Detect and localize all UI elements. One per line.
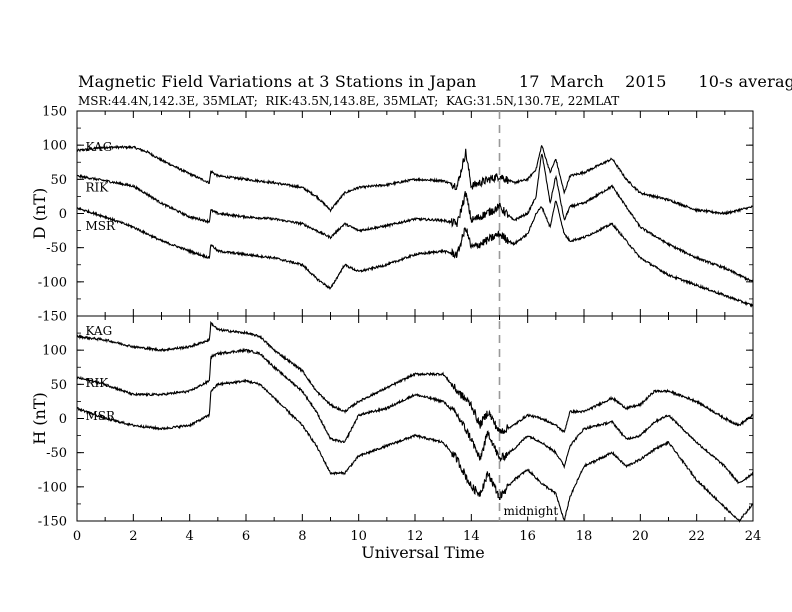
y-tick-label: 0: [59, 207, 67, 222]
series-label-kag: KAG: [85, 324, 112, 338]
x-tick-label: 18: [576, 529, 593, 544]
x-tick-label: 8: [298, 529, 306, 544]
y-tick-label: 50: [50, 378, 67, 393]
series-label-kag: KAG: [85, 140, 112, 154]
x-tick-label: 0: [73, 529, 81, 544]
y-tick-label: -100: [38, 480, 67, 495]
series-label-rik: RIK: [85, 181, 109, 195]
chart-title: Magnetic Field Variations at 3 Stations …: [78, 72, 792, 91]
panel-frame: [76, 315, 754, 522]
y-axis-label: H (nT): [30, 392, 49, 445]
x-tick-label: 10: [350, 529, 367, 544]
y-tick-label: -50: [46, 241, 67, 256]
series-line-msr: [76, 200, 754, 308]
x-tick-label: 12: [407, 529, 424, 544]
y-tick-label: 150: [42, 105, 67, 120]
x-tick-label: 4: [186, 529, 194, 544]
panel-frame: [76, 110, 754, 317]
x-tick-label: 16: [519, 529, 536, 544]
x-tick-label: 24: [745, 529, 762, 544]
series-line-rik: [76, 347, 754, 485]
y-tick-label: 100: [42, 344, 67, 359]
series-label-msr: MSR: [85, 409, 116, 423]
y-tick-label: 100: [42, 139, 67, 154]
x-tick-label: 6: [242, 529, 250, 544]
y-tick-label: -100: [38, 275, 67, 290]
series-line-msr: [76, 378, 754, 523]
y-tick-label: -150: [38, 310, 67, 325]
y-tick-label: -50: [46, 446, 67, 461]
x-axis-label: Universal Time: [361, 543, 484, 562]
y-tick-label: 0: [59, 412, 67, 427]
x-tick-label: 2: [129, 529, 137, 544]
y-tick-label: 50: [50, 173, 67, 188]
y-axis-label: D (nT): [30, 188, 49, 239]
x-tick-label: 14: [463, 529, 480, 544]
series-line-kag: [76, 320, 754, 435]
midnight-label: midnight: [504, 504, 559, 518]
x-tick-label: 22: [688, 529, 705, 544]
series-label-rik: RIK: [85, 376, 109, 390]
x-tick-label: 20: [632, 529, 649, 544]
y-tick-label: -150: [38, 515, 67, 530]
series-line-rik: [76, 153, 754, 283]
chart-subtitle: MSR:44.4N,142.3E, 35MLAT; RIK:43.5N,143.…: [78, 94, 620, 108]
series-line-kag: [76, 144, 754, 216]
series-label-msr: MSR: [85, 219, 116, 233]
